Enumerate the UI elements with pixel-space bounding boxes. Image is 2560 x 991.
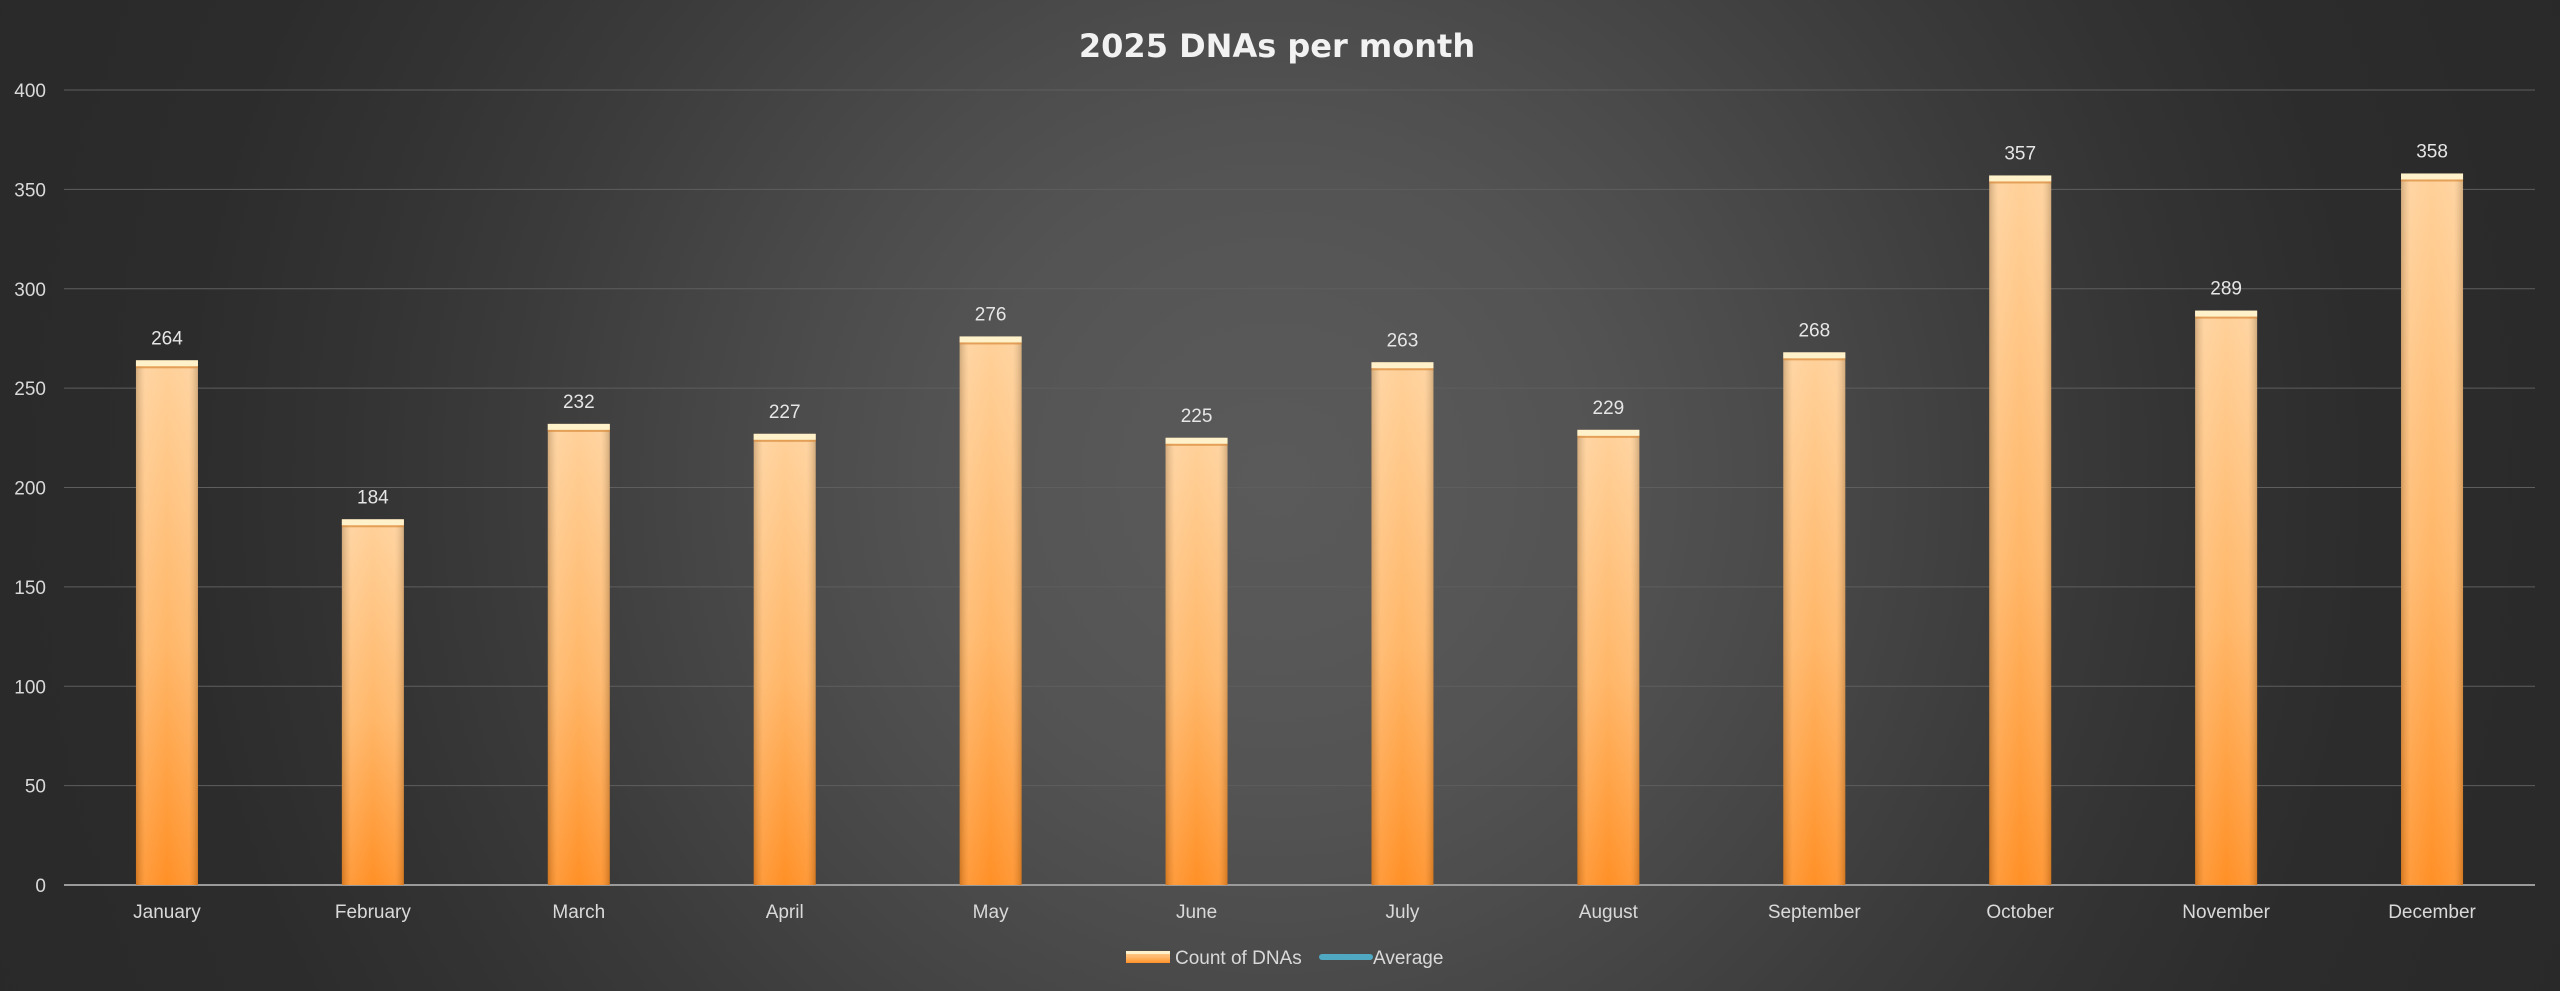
y-tick-label: 200 xyxy=(14,479,46,500)
data-label: 227 xyxy=(769,402,801,423)
gridlines xyxy=(64,89,2535,886)
y-tick-label: 400 xyxy=(14,81,46,102)
bar-sheen xyxy=(1165,437,1228,885)
x-tick-label: July xyxy=(1386,902,1420,923)
data-label: 184 xyxy=(357,487,389,508)
bar-sheen xyxy=(753,433,816,885)
bar-february xyxy=(341,519,404,885)
data-label: 263 xyxy=(1387,330,1419,351)
data-label: 358 xyxy=(2416,141,2448,162)
x-tick-label: February xyxy=(335,902,412,923)
bar-cap-edge xyxy=(135,366,198,369)
data-label: 357 xyxy=(2004,143,2036,164)
bar-sheen xyxy=(1783,352,1846,886)
x-tick-label: January xyxy=(133,902,201,923)
y-tick-label: 300 xyxy=(14,280,46,301)
bar-cap xyxy=(753,433,816,440)
x-tick-label: June xyxy=(1176,902,1217,923)
x-tick-label: March xyxy=(552,902,605,923)
bar-cap xyxy=(341,519,404,526)
bar-sheen xyxy=(341,519,404,885)
data-label: 276 xyxy=(975,304,1007,325)
data-label: 268 xyxy=(1798,320,1830,341)
legend-item-average: Average xyxy=(1319,948,1443,969)
x-tick-label: November xyxy=(2182,902,2270,923)
bar-cap-edge xyxy=(2401,179,2464,182)
bar-cap-edge xyxy=(1165,443,1228,446)
bar-august xyxy=(1577,429,1640,885)
bar-cap xyxy=(959,336,1022,343)
bar-cap-edge xyxy=(753,439,816,442)
x-tick-label: May xyxy=(973,902,1009,923)
bar-sheen xyxy=(2401,173,2464,886)
bar-sheen xyxy=(959,336,1022,885)
bar-november xyxy=(2195,310,2258,885)
data-labels: 264 184 232 227 276 225 263 229 268 357 289 358 xyxy=(151,141,2448,508)
x-tick-label: December xyxy=(2388,902,2476,923)
bar-sheen xyxy=(547,423,610,885)
bar-sheen xyxy=(1989,175,2052,885)
bar-december xyxy=(2401,173,2464,886)
bar-june xyxy=(1165,437,1228,885)
y-tick-label: 150 xyxy=(14,578,46,599)
bar-july xyxy=(1371,362,1434,886)
y-tick-label: 50 xyxy=(25,777,46,798)
legend-item-count: Count of DNAs xyxy=(1126,948,1302,969)
legend-bar-swatch-cap xyxy=(1126,951,1170,954)
data-label: 232 xyxy=(563,392,595,413)
y-tick-label: 100 xyxy=(14,677,46,698)
bar-cap-edge xyxy=(547,429,610,432)
bar-sheen xyxy=(135,360,198,885)
x-tick-label: October xyxy=(1986,902,2054,923)
legend-label-average: Average xyxy=(1373,948,1443,969)
x-tick-label: April xyxy=(766,902,804,923)
bar-cap xyxy=(1783,352,1846,359)
x-tick-label: August xyxy=(1579,902,1639,923)
data-label: 229 xyxy=(1593,398,1625,419)
y-axis-ticks: 0 50 100 150 200 250 300 350 400 xyxy=(14,81,46,897)
bar-cap-edge xyxy=(1371,368,1434,371)
y-tick-label: 0 xyxy=(35,876,46,897)
x-tick-label: September xyxy=(1768,902,1862,923)
bar-september xyxy=(1783,352,1846,886)
bar-may xyxy=(959,336,1022,885)
bar-cap-edge xyxy=(959,342,1022,345)
bar-sheen xyxy=(2195,310,2258,885)
bar-cap xyxy=(1989,175,2052,182)
data-label: 225 xyxy=(1181,406,1213,427)
bar-cap-edge xyxy=(2195,316,2258,319)
legend-label-count: Count of DNAs xyxy=(1175,948,1302,969)
bar-cap xyxy=(547,423,610,430)
bar-april xyxy=(753,433,816,885)
x-axis-ticks: January February March April May June July Augu… xyxy=(133,902,2476,923)
bar-sheen xyxy=(1577,429,1640,885)
bar-sheen xyxy=(1371,362,1434,886)
y-tick-label: 350 xyxy=(14,180,46,201)
bar-january xyxy=(135,360,198,885)
y-tick-label: 250 xyxy=(14,379,46,400)
legend: Count of DNAs Average xyxy=(1126,948,1443,969)
bar-october xyxy=(1989,175,2052,885)
data-label: 264 xyxy=(151,328,183,349)
bar-series xyxy=(135,173,2464,886)
data-label: 289 xyxy=(2210,279,2242,300)
bar-cap-edge xyxy=(1577,435,1640,438)
bar-cap-edge xyxy=(1989,181,2052,184)
bar-cap xyxy=(1577,429,1640,436)
bar-march xyxy=(547,423,610,885)
bar-cap xyxy=(1371,362,1434,369)
bar-cap xyxy=(2195,310,2258,317)
bar-cap-edge xyxy=(341,525,404,528)
bar-cap xyxy=(1165,437,1228,444)
bar-cap xyxy=(2401,173,2464,180)
chart-title: 2025 DNAs per month xyxy=(1079,27,1475,65)
